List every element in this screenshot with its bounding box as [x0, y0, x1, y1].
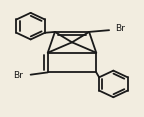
Text: Br: Br [14, 71, 23, 80]
Text: Br: Br [115, 24, 125, 33]
